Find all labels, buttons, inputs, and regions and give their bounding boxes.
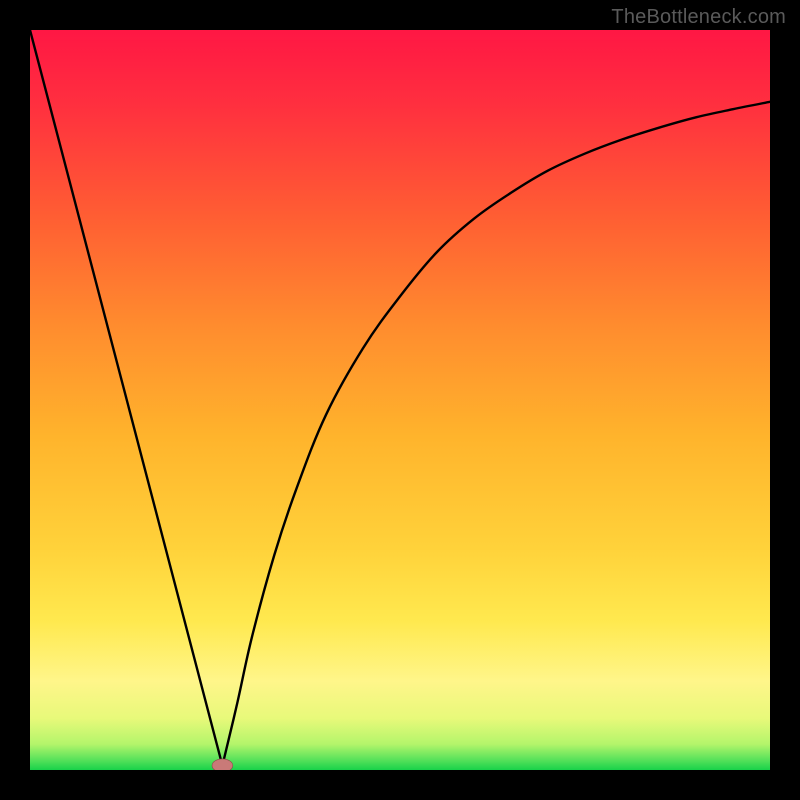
chart-frame: TheBottleneck.com: [0, 0, 800, 800]
curve-layer: [30, 30, 770, 770]
watermark-text: TheBottleneck.com: [611, 6, 786, 29]
plot-area: [30, 30, 770, 770]
bottleneck-curve: [30, 30, 770, 766]
minimum-marker: [212, 759, 233, 770]
